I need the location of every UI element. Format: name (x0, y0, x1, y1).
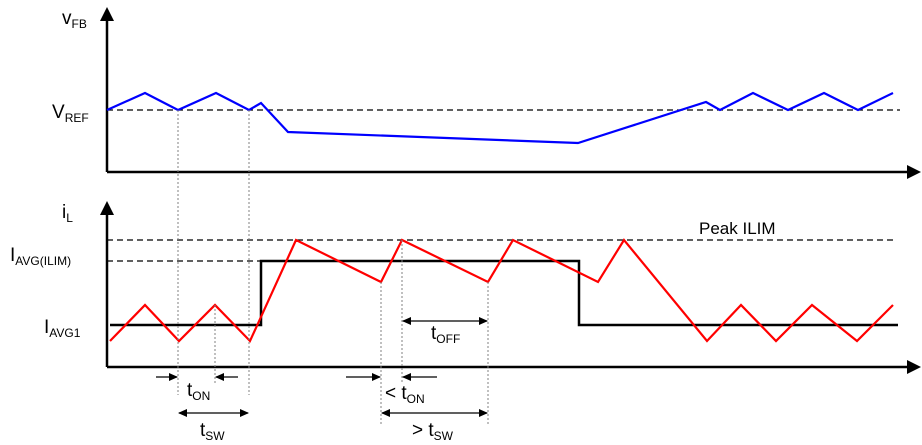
tsw-label: tSW (200, 420, 225, 443)
iavg1-label: IAVG1 (44, 317, 81, 340)
vfb-panel: vFB VREF (52, 7, 921, 179)
il-panel: iL IAVG(ILIM) IAVG1 Peak ILIM (10, 201, 921, 374)
peak-ilim-label: Peak ILIM (699, 219, 776, 238)
il-waveform (109, 238, 894, 343)
timing-annotations (156, 317, 488, 417)
tsw2-label: > tSW (412, 420, 454, 443)
vfb-waveform (106, 91, 894, 145)
vfb-label: vFB (62, 8, 87, 31)
vref-label: VREF (52, 102, 89, 125)
timing-labels: tON tSW < tON tOFF > tSW (187, 323, 460, 443)
iavg-ilim-label: IAVG(ILIM) (10, 245, 71, 268)
iavg-step-waveform (110, 259, 898, 327)
timing-guides (177, 110, 489, 425)
toff-label: tOFF (431, 323, 460, 346)
il-label: iL (62, 202, 73, 225)
ton-label: tON (187, 380, 210, 403)
ton2-label: < tON (385, 383, 425, 406)
